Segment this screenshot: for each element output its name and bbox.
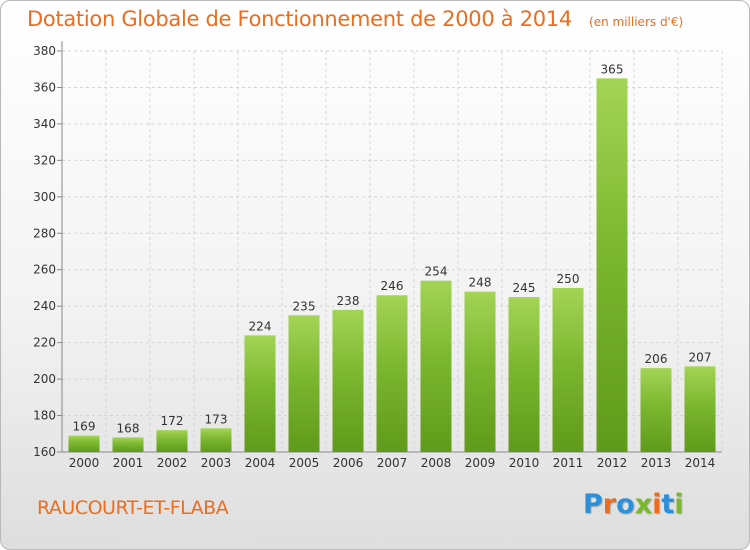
data-label-2002: 172	[161, 414, 184, 428]
title-line: Dotation Globale de Fonctionnement de 20…	[27, 7, 683, 31]
x-tick-label-2006: 2006	[333, 456, 364, 470]
chart-title: Dotation Globale de Fonctionnement de 20…	[27, 7, 572, 31]
bar-2006	[332, 309, 364, 452]
x-tick-label-2008: 2008	[421, 456, 452, 470]
logo-letter: i	[652, 489, 662, 520]
bar-2008	[420, 280, 452, 452]
bar-2001	[112, 437, 144, 452]
x-tick-label-2005: 2005	[289, 456, 320, 470]
x-tick-label-2000: 2000	[69, 456, 100, 470]
x-tick-label-2004: 2004	[245, 456, 276, 470]
logo-letter: i	[674, 489, 684, 520]
bar-2005	[288, 315, 320, 452]
data-label-2009: 248	[469, 276, 492, 290]
x-tick-label-2002: 2002	[157, 456, 188, 470]
logo-letter: P	[583, 489, 603, 520]
proxiti-logo: Proxiti	[583, 489, 684, 520]
commune-name: RAUCOURT-ET-FLABA	[37, 497, 229, 519]
bar-2000	[68, 435, 100, 452]
bar-2004	[244, 335, 276, 452]
data-label-2010: 245	[513, 281, 536, 295]
bar-2010	[508, 297, 540, 452]
bar-2012	[596, 78, 628, 452]
y-tick-label: 240	[33, 299, 56, 313]
logo-letter: r	[602, 489, 617, 520]
data-labels: 169 168 172 173 224 235 238 246 254 248 245 250 365 2…	[73, 62, 712, 435]
data-label-2000: 169	[73, 420, 96, 434]
chart-subtitle: (en milliers d'€)	[589, 15, 684, 29]
data-label-2013: 206	[645, 352, 668, 366]
y-tick-label: 160	[33, 445, 56, 459]
y-tick-label: 380	[33, 44, 56, 58]
data-label-2014: 207	[689, 350, 712, 364]
y-tick-label: 300	[33, 190, 56, 204]
logo-letter: x	[634, 489, 653, 520]
bar-2003	[200, 428, 232, 452]
x-tick-label-2009: 2009	[465, 456, 496, 470]
data-label-2007: 246	[381, 279, 404, 293]
data-label-2012: 365	[601, 62, 624, 76]
x-tick-label-2007: 2007	[377, 456, 408, 470]
y-tick-label: 340	[33, 117, 56, 131]
y-tick-label: 200	[33, 372, 56, 386]
x-tick-label-2013: 2013	[641, 456, 672, 470]
x-tick-label-2011: 2011	[553, 456, 584, 470]
logo-letter: o	[616, 489, 635, 520]
y-tick-label: 360	[33, 80, 56, 94]
bar-2002	[156, 430, 188, 452]
data-label-2006: 238	[337, 294, 360, 308]
data-label-2008: 254	[425, 265, 448, 279]
x-tick-label-2012: 2012	[597, 456, 628, 470]
bar-2013	[640, 368, 672, 452]
data-label-2005: 235	[293, 299, 316, 313]
data-label-2011: 250	[557, 272, 580, 286]
x-tick-label-2003: 2003	[201, 456, 232, 470]
bars	[68, 78, 716, 452]
x-tick-label-2001: 2001	[113, 456, 144, 470]
data-label-2003: 173	[205, 412, 228, 426]
bar-2009	[464, 291, 496, 452]
bar-2011	[552, 287, 584, 452]
bar-2014	[684, 366, 716, 452]
data-label-2001: 168	[117, 421, 140, 435]
data-label-2004: 224	[249, 319, 272, 333]
x-tick-label-2010: 2010	[509, 456, 540, 470]
y-tick-label: 260	[33, 263, 56, 277]
y-tick-label: 180	[33, 409, 56, 423]
y-tick-label: 320	[33, 153, 56, 167]
bar-2007	[376, 295, 408, 452]
y-tick-label: 220	[33, 336, 56, 350]
axes: 160 180 200 220 240 260 280 300 320 340 360 380 2000…	[33, 41, 722, 470]
x-tick-label-2014: 2014	[685, 456, 716, 470]
y-tick-label: 280	[33, 226, 56, 240]
logo-letter: t	[661, 489, 675, 520]
